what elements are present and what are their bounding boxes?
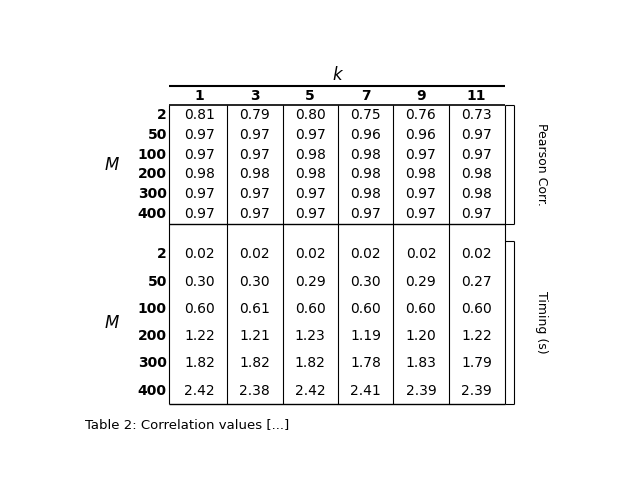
Text: 50: 50 xyxy=(147,275,167,289)
Text: 0.97: 0.97 xyxy=(461,148,492,162)
Text: 400: 400 xyxy=(138,384,167,398)
Text: Timing (s): Timing (s) xyxy=(535,291,548,354)
Text: 0.73: 0.73 xyxy=(461,108,492,122)
Text: 0.97: 0.97 xyxy=(184,148,215,162)
Text: 0.02: 0.02 xyxy=(350,247,381,262)
Text: 200: 200 xyxy=(138,329,167,343)
Text: 0.97: 0.97 xyxy=(239,187,270,201)
Text: 1.82: 1.82 xyxy=(239,356,270,370)
Text: 2.39: 2.39 xyxy=(461,384,492,398)
Text: Table 2: Correlation values [...]: Table 2: Correlation values [...] xyxy=(85,418,289,431)
Text: 0.98: 0.98 xyxy=(350,167,381,182)
Text: 2.41: 2.41 xyxy=(350,384,381,398)
Text: 300: 300 xyxy=(138,187,167,201)
Text: 0.97: 0.97 xyxy=(406,207,436,221)
Text: 1.23: 1.23 xyxy=(295,329,326,343)
Text: 0.30: 0.30 xyxy=(239,275,270,289)
Text: 0.96: 0.96 xyxy=(350,128,381,142)
Text: 0.98: 0.98 xyxy=(295,148,326,162)
Text: 0.98: 0.98 xyxy=(184,167,215,182)
Text: 0.97: 0.97 xyxy=(461,207,492,221)
Text: 9: 9 xyxy=(416,89,426,103)
Text: 0.02: 0.02 xyxy=(239,247,270,262)
Text: 0.29: 0.29 xyxy=(406,275,436,289)
Text: 0.97: 0.97 xyxy=(184,187,215,201)
Text: $M$: $M$ xyxy=(104,313,120,331)
Text: 200: 200 xyxy=(138,167,167,182)
Text: 0.75: 0.75 xyxy=(350,108,381,122)
Text: 2.42: 2.42 xyxy=(295,384,326,398)
Text: 0.81: 0.81 xyxy=(184,108,215,122)
Text: 0.97: 0.97 xyxy=(239,207,270,221)
Text: 0.30: 0.30 xyxy=(350,275,381,289)
Text: 2: 2 xyxy=(157,108,167,122)
Text: 0.30: 0.30 xyxy=(184,275,215,289)
Text: 0.97: 0.97 xyxy=(461,128,492,142)
Text: 100: 100 xyxy=(138,302,167,316)
Text: 1.22: 1.22 xyxy=(184,329,215,343)
Text: 3: 3 xyxy=(250,89,260,103)
Text: 1.22: 1.22 xyxy=(461,329,492,343)
Text: 100: 100 xyxy=(138,148,167,162)
Text: 1: 1 xyxy=(195,89,204,103)
Text: 0.98: 0.98 xyxy=(461,187,492,201)
Text: 2.38: 2.38 xyxy=(239,384,270,398)
Text: 0.27: 0.27 xyxy=(461,275,492,289)
Text: $M$: $M$ xyxy=(104,156,120,174)
Text: 0.98: 0.98 xyxy=(295,167,326,182)
Text: 0.02: 0.02 xyxy=(461,247,492,262)
Text: 0.02: 0.02 xyxy=(295,247,326,262)
Text: 2.42: 2.42 xyxy=(184,384,215,398)
Text: 0.98: 0.98 xyxy=(350,148,381,162)
Text: 0.60: 0.60 xyxy=(461,302,492,316)
Text: 1.78: 1.78 xyxy=(350,356,381,370)
Text: 0.96: 0.96 xyxy=(406,128,436,142)
Text: 0.98: 0.98 xyxy=(350,187,381,201)
Text: 0.97: 0.97 xyxy=(406,148,436,162)
Text: 0.61: 0.61 xyxy=(239,302,270,316)
Text: 1.82: 1.82 xyxy=(295,356,326,370)
Text: 1.19: 1.19 xyxy=(350,329,381,343)
Text: 1.83: 1.83 xyxy=(406,356,436,370)
Text: 300: 300 xyxy=(138,356,167,370)
Text: 0.97: 0.97 xyxy=(239,148,270,162)
Text: 0.97: 0.97 xyxy=(295,187,326,201)
Text: 400: 400 xyxy=(138,207,167,221)
Text: 0.60: 0.60 xyxy=(350,302,381,316)
Text: 1.79: 1.79 xyxy=(461,356,492,370)
Text: 0.60: 0.60 xyxy=(295,302,326,316)
Text: 0.97: 0.97 xyxy=(295,128,326,142)
Text: 1.20: 1.20 xyxy=(406,329,436,343)
Text: 2: 2 xyxy=(157,247,167,262)
Text: 0.97: 0.97 xyxy=(184,207,215,221)
Text: Pearson Corr.: Pearson Corr. xyxy=(535,123,548,206)
Text: 0.98: 0.98 xyxy=(461,167,492,182)
Text: 0.02: 0.02 xyxy=(184,247,215,262)
Text: 0.80: 0.80 xyxy=(295,108,326,122)
Text: 0.98: 0.98 xyxy=(406,167,436,182)
Text: 11: 11 xyxy=(467,89,486,103)
Text: 0.97: 0.97 xyxy=(184,128,215,142)
Text: 0.97: 0.97 xyxy=(295,207,326,221)
Text: 7: 7 xyxy=(361,89,371,103)
Text: 0.97: 0.97 xyxy=(350,207,381,221)
Text: 0.97: 0.97 xyxy=(406,187,436,201)
Text: 0.02: 0.02 xyxy=(406,247,436,262)
Text: 0.76: 0.76 xyxy=(406,108,436,122)
Text: 0.97: 0.97 xyxy=(239,128,270,142)
Text: 0.60: 0.60 xyxy=(406,302,436,316)
Text: 1.82: 1.82 xyxy=(184,356,215,370)
Text: 0.29: 0.29 xyxy=(295,275,326,289)
Text: 0.79: 0.79 xyxy=(239,108,270,122)
Text: 0.98: 0.98 xyxy=(239,167,270,182)
Text: 1.21: 1.21 xyxy=(239,329,270,343)
Text: 5: 5 xyxy=(305,89,315,103)
Text: $k$: $k$ xyxy=(332,66,344,84)
Text: 50: 50 xyxy=(147,128,167,142)
Text: 0.60: 0.60 xyxy=(184,302,215,316)
Text: 2.39: 2.39 xyxy=(406,384,436,398)
